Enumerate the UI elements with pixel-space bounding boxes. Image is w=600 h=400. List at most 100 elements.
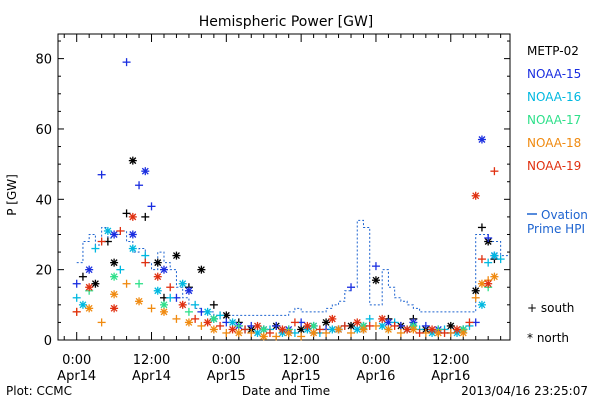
star-marker [78, 300, 87, 309]
x-tick-date-label: Apr16 [431, 369, 470, 384]
plus-marker [265, 328, 274, 337]
y-axis-label: P [GW] [5, 174, 19, 216]
y-tick-label: 80 [35, 53, 52, 68]
star-marker [347, 321, 356, 330]
star-marker [477, 300, 486, 309]
x-tick-time-label: 12:00 [133, 353, 170, 368]
star-marker [453, 325, 462, 334]
plus-marker [166, 283, 175, 292]
y-tick-label: 40 [35, 193, 52, 208]
star-marker [234, 328, 243, 337]
legend-entry: NOAA-18 [527, 136, 581, 150]
plus-marker [347, 328, 356, 337]
star-marker [128, 156, 137, 165]
star-marker [353, 318, 362, 327]
plus-marker [97, 237, 106, 246]
plus-marker [340, 321, 349, 330]
star-marker [253, 321, 262, 330]
star-marker [228, 325, 237, 334]
legend: METP-02 NOAA-15 NOAA-16 NOAA-17 NOAA-18 NOAA-… [527, 44, 588, 345]
plus-marker [122, 58, 131, 67]
star-marker [309, 328, 318, 337]
star-marker [490, 272, 499, 281]
star-marker [490, 251, 499, 260]
plus-marker [91, 244, 100, 253]
x-tick-date-label: Apr16 [356, 369, 395, 384]
star-marker [85, 304, 94, 313]
legend-entry: NOAA-16 [527, 90, 581, 104]
star-marker [110, 272, 119, 281]
star-marker [197, 265, 206, 274]
plus-marker [191, 300, 200, 309]
legend-entry: NOAA-19 [527, 159, 581, 173]
plus-marker [216, 321, 225, 330]
star-marker [459, 328, 468, 337]
x-tick-date-label: Apr14 [57, 369, 96, 384]
x-axis-label: Date and Time [242, 384, 330, 398]
plus-marker [141, 212, 150, 221]
plus-marker [122, 209, 131, 218]
plus-marker [97, 318, 106, 327]
star-marker [403, 325, 412, 334]
plus-marker [315, 325, 324, 334]
star-marker [141, 167, 150, 176]
plus-marker [122, 279, 131, 288]
plus-marker [72, 293, 81, 302]
star-marker [278, 325, 287, 334]
star-marker [159, 300, 168, 309]
star-marker [471, 191, 480, 200]
legend-ovation-label: Ovation [541, 208, 588, 222]
plus-marker [135, 181, 144, 190]
star-marker [228, 318, 237, 327]
footer-plot-credit: Plot: CCMC [6, 384, 72, 398]
plus-marker [484, 234, 493, 242]
star-marker [303, 321, 312, 330]
plus-marker [209, 300, 218, 309]
star-marker [178, 300, 187, 309]
plus-marker [222, 328, 231, 337]
plus-marker [477, 255, 486, 264]
plus-marker [184, 307, 193, 316]
x-tick-time-label: 0:00 [62, 353, 91, 368]
star-marker [203, 318, 212, 327]
y-tick-label: 0 [44, 334, 52, 349]
x-tick-time-label: 12:00 [432, 353, 469, 368]
plus-marker [72, 307, 81, 316]
plus-marker [216, 311, 225, 320]
x-tick-date-label: Apr14 [132, 369, 171, 384]
star-marker [284, 328, 293, 337]
plot-frame [57, 33, 511, 341]
x-tick-date-label: Apr15 [282, 369, 321, 384]
star-marker [446, 321, 455, 330]
plus-marker [396, 328, 405, 337]
plus-marker [477, 223, 486, 232]
star-marker [178, 279, 187, 288]
plus-marker [415, 328, 424, 337]
plus-marker [471, 293, 480, 302]
star-marker [209, 325, 218, 334]
plus-marker [440, 328, 449, 337]
star-marker [328, 314, 337, 323]
star-marker [153, 272, 162, 281]
plus-marker [465, 318, 474, 327]
star-marker [334, 325, 343, 334]
plus-marker [365, 314, 374, 323]
plus-marker [72, 279, 81, 288]
star-marker [85, 283, 94, 292]
x-tick-date-label: Apr15 [207, 369, 246, 384]
y-tick-label: 60 [35, 123, 52, 138]
star-marker [471, 286, 480, 295]
legend-ovation-label: Prime HPI [527, 222, 585, 236]
x-tick-time-label: 0:00 [212, 353, 241, 368]
star-marker [172, 251, 181, 260]
plus-marker [135, 279, 144, 288]
ovation-step-line [76, 219, 510, 316]
star-marker [128, 230, 137, 239]
plus-marker [116, 226, 125, 235]
plus-marker [490, 167, 499, 176]
plus-marker [247, 328, 256, 337]
footer-timestamp: 2013/04/16 23:25:07 [461, 384, 588, 398]
star-marker [110, 230, 119, 239]
star-marker [378, 321, 387, 330]
plus-marker [390, 321, 399, 330]
